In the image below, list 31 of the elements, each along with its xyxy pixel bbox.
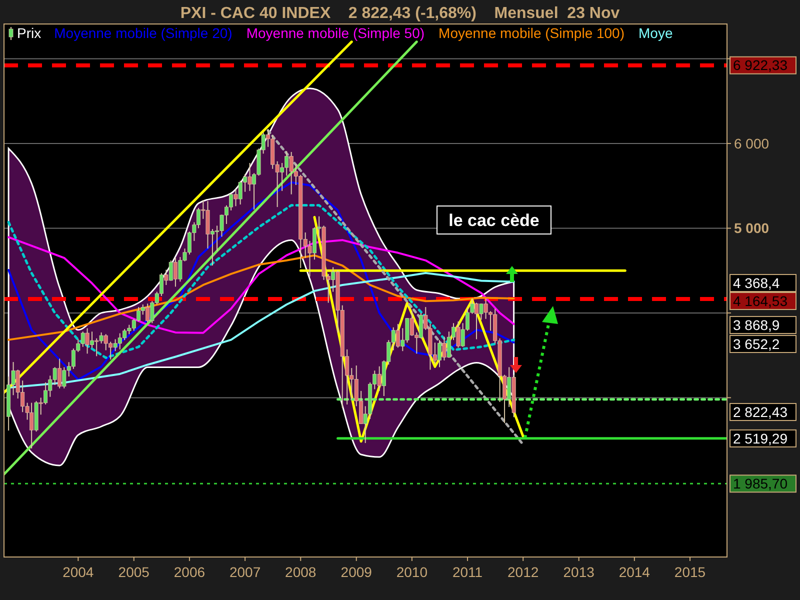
annotation: 2 519,29 <box>733 430 788 446</box>
x-tick-label: 2015 <box>674 564 706 580</box>
line-series <box>8 236 515 334</box>
line-series <box>8 254 515 341</box>
text: Moye <box>638 25 673 41</box>
text: 4 368,4 <box>733 274 780 291</box>
x-tick-label: 2004 <box>62 564 94 580</box>
chart-title: PXI - CAC 40 INDEX 2 822,43 (-1,68%) Mensuel 23 Nov <box>180 5 620 22</box>
y-tick-label: 6 000 <box>734 135 770 152</box>
x-tick-label: 2010 <box>396 564 428 580</box>
x-tick-label: 2009 <box>340 564 372 580</box>
x-tick-label: 2005 <box>118 564 150 580</box>
text: Moyenne mobile (Simple 50) <box>246 25 425 41</box>
x-tick-label: 2006 <box>174 564 206 580</box>
x-tick-label: 2014 <box>618 564 650 580</box>
text: Moyenne mobile (Simple 100) <box>438 25 625 41</box>
ref-line-label: 6 922,33 <box>733 57 788 74</box>
ref-line-label: 1 985,70 <box>733 476 788 492</box>
text: 2 822,43 <box>733 404 788 420</box>
annotation: le cac cède <box>448 211 540 230</box>
x-tick-label: 2008 <box>285 564 316 580</box>
legend-label: Prix <box>17 25 42 41</box>
x-tick-label: 2007 <box>229 564 261 580</box>
y-tick-label: 5 000 <box>734 220 770 236</box>
text: 3 652,2 <box>733 336 780 352</box>
ref-line-label: 4 164,53 <box>733 292 788 309</box>
x-tick-label: 2013 <box>563 564 595 580</box>
x-tick-label: 2011 <box>452 564 483 580</box>
x-tick-label: 2012 <box>508 564 539 580</box>
text: 3 868,9 <box>733 316 780 333</box>
text: Moyenne mobile (Simple 20) <box>54 25 232 41</box>
